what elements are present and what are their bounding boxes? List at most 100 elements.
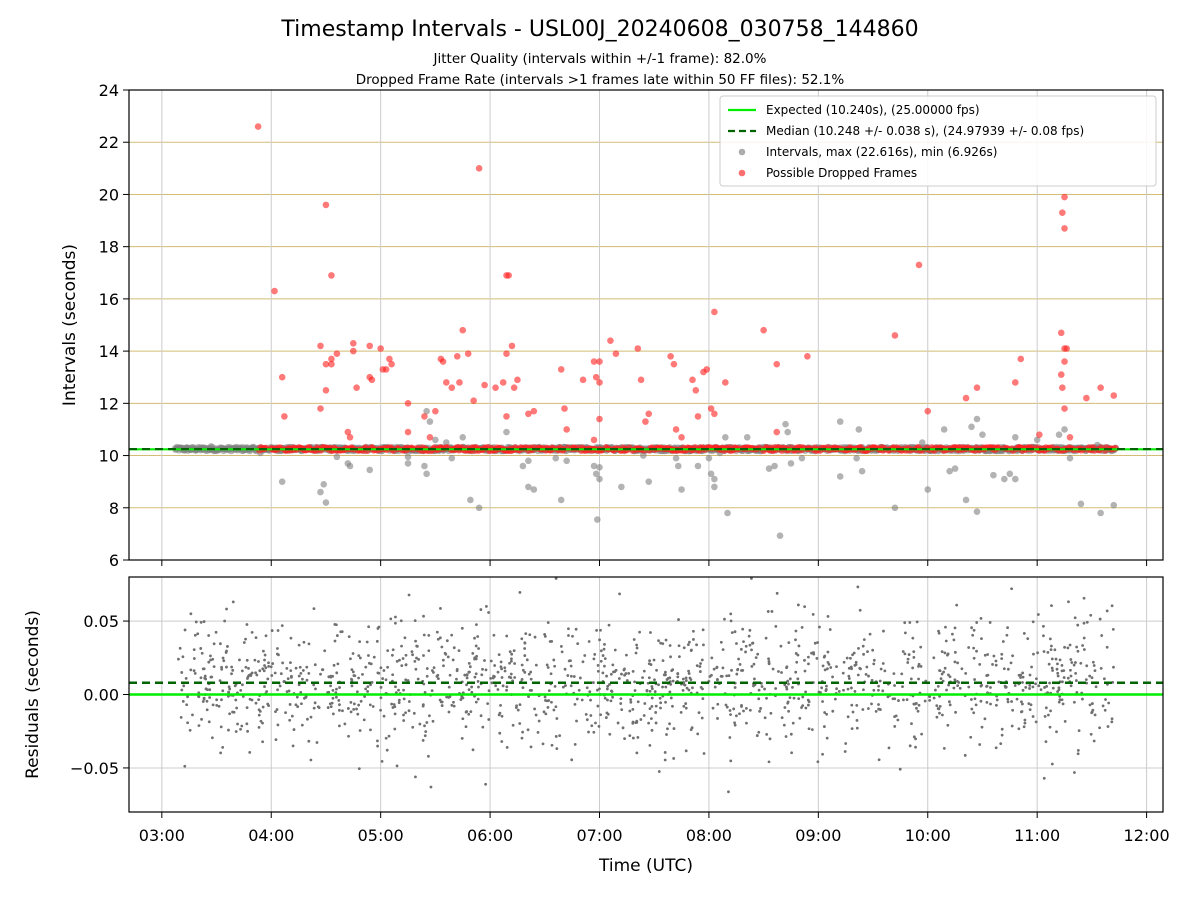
residual-point [681,688,685,692]
residual-point [305,678,309,682]
dropped-frame-point [525,410,532,418]
residual-point [347,734,350,738]
residual-point [903,652,907,656]
residual-point [1010,724,1014,728]
residual-point [1089,613,1093,617]
dropped-frame-point [1059,209,1066,217]
residual-point [489,676,493,680]
residual-point [438,636,442,640]
residual-point [333,639,337,643]
residual-point [688,640,691,644]
residual-point [508,661,511,665]
residual-point [972,646,976,650]
residual-point [450,703,454,707]
residual-point [1035,677,1038,681]
residual-point [525,658,529,662]
residual-point [567,634,570,637]
residual-point [881,662,885,665]
dropped-frame-point [1097,384,1104,391]
residual-point [591,681,595,684]
residual-point [791,685,794,689]
residual-point [946,652,950,656]
residual-point [397,698,401,702]
residual-point [623,667,626,671]
interval-point [421,462,428,470]
residual-point [857,646,860,650]
residual-point [812,652,816,656]
residual-point [314,687,317,691]
residual-point [663,670,667,674]
figure-subtitle-jitter: Jitter Quality (intervals within +/-1 fr… [433,51,767,67]
residual-point [871,648,875,652]
interval-point [1110,501,1118,509]
residual-point [505,688,508,692]
residual-point [611,663,615,667]
residual-point [1098,617,1102,621]
residual-point [248,697,252,701]
residual-point [550,743,554,747]
residual-point [686,643,690,646]
residual-point [386,649,390,653]
residual-point [184,677,188,680]
residual-point [349,700,353,704]
residual-point [816,760,820,764]
residual-point [503,669,507,673]
residual-point [721,648,725,651]
residual-point [862,652,865,656]
residual-points [177,577,1115,794]
residual-point [423,690,427,694]
legend-dot-swatch [738,148,746,156]
residual-point [494,684,498,688]
residual-point [1092,664,1096,667]
residual-point [945,688,948,692]
residual-point [664,673,667,677]
residual-point [332,663,336,667]
residual-point [787,709,790,713]
residual-point [602,647,606,651]
residual-point [1105,645,1109,649]
residual-point [985,700,989,704]
residual-point [512,649,516,653]
residual-point [874,710,878,713]
residual-point [589,714,593,717]
dropped-frame-point [353,384,360,391]
interval-point [426,418,434,425]
residual-point [350,684,354,688]
residual-point [937,629,940,633]
residual-point [1069,668,1072,672]
residual-point [1058,658,1062,662]
residual-point [733,723,737,727]
residual-point [942,746,946,750]
residual-point [1046,650,1050,654]
residual-point [199,620,203,624]
residual-point [846,715,850,719]
legend-label: Intervals, max (22.616s), min (6.926s) [766,145,997,159]
residual-point [648,659,651,663]
residual-point [701,628,705,632]
residual-point [447,685,451,689]
residual-point [769,711,773,715]
residual-point [1019,673,1023,677]
residual-point [475,623,478,627]
y-tick-label: 0.00 [83,686,119,705]
residual-point [1082,621,1086,625]
residual-point [687,688,691,692]
residual-point [351,670,355,674]
dropped-frame-point [271,287,278,295]
residual-point [358,729,362,732]
residual-point [807,727,811,731]
residual-point [866,707,870,710]
residual-point [739,647,743,651]
residual-point [787,641,791,645]
residual-point [278,684,282,688]
residual-point [1021,681,1024,684]
residual-point [672,727,676,730]
interval-point [1066,454,1074,462]
residual-point [985,685,989,688]
residual-point [239,727,242,731]
interval-point [973,415,981,423]
residual-point [1093,669,1097,673]
residual-point [521,686,525,690]
interval-point [552,454,560,462]
residual-point [850,667,853,671]
